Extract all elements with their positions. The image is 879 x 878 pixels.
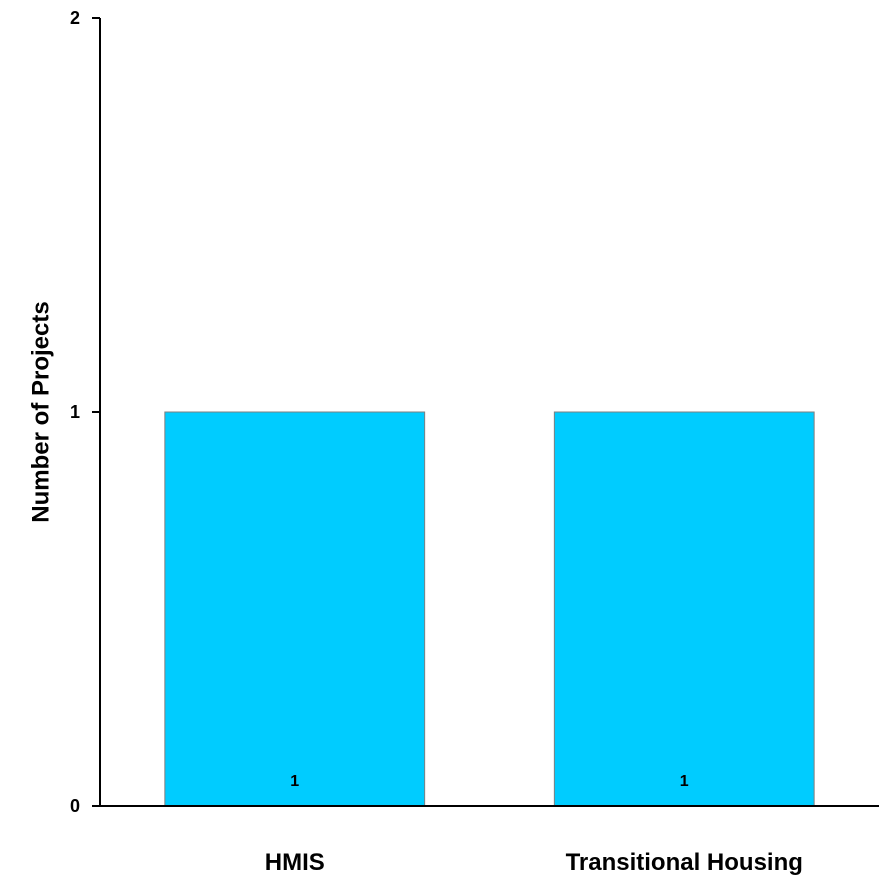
y-tick-labels-group: 0 1 2 [70, 8, 80, 816]
y-tick-label-0: 0 [70, 796, 80, 816]
data-label-1: 1 [680, 773, 689, 790]
bar-1 [553, 411, 815, 807]
category-labels-group: HMIS Transitional Housing [265, 849, 803, 876]
data-label-0: 1 [290, 773, 299, 790]
y-tick-label-2: 2 [70, 8, 80, 28]
y-tick-label-1: 1 [70, 402, 80, 422]
y-axis-title: Number of Projects [27, 301, 54, 522]
bar-0 [164, 411, 426, 807]
category-label-0: HMIS [265, 849, 325, 876]
bars-group [164, 411, 815, 807]
category-label-1: Transitional Housing [566, 849, 803, 876]
axes-group [92, 17, 879, 807]
